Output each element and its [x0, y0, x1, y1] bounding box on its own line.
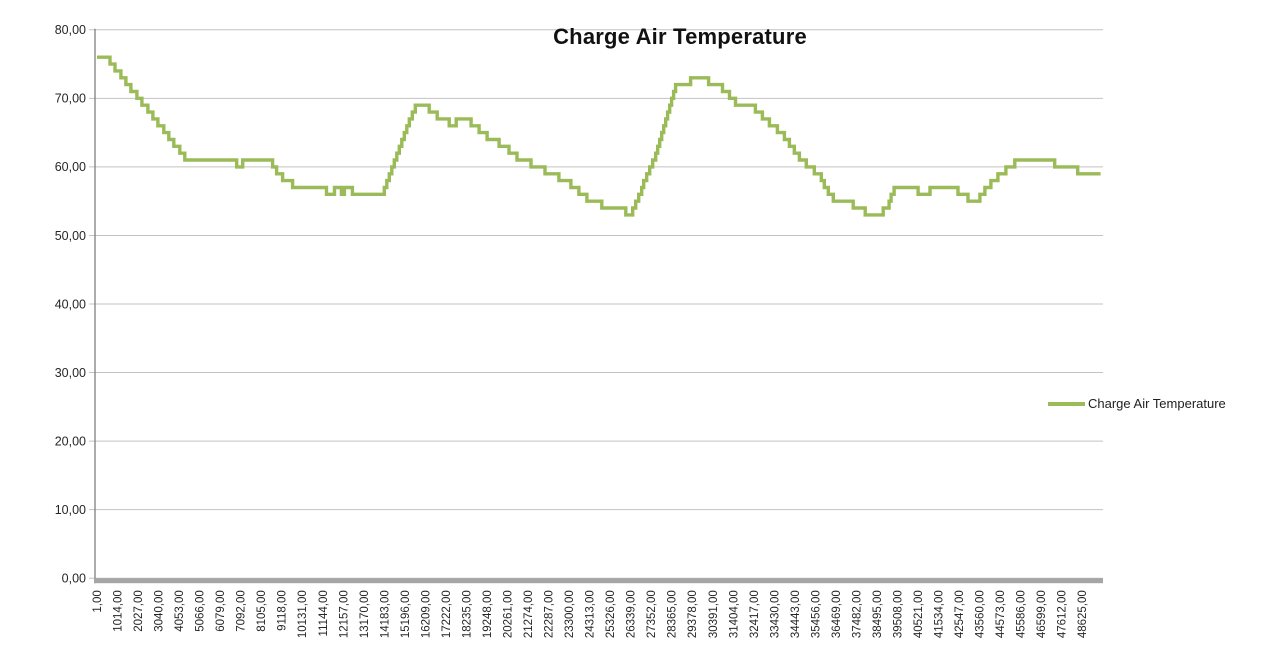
x-tick-label: 29378,00 — [687, 590, 699, 638]
x-tick-label: 20261,00 — [503, 590, 515, 638]
x-tick-label: 27352,00 — [646, 590, 658, 638]
x-tick-label: 41534,00 — [934, 590, 946, 638]
x-tick-label: 38495,00 — [872, 590, 884, 638]
x-tick-label: 40521,00 — [913, 590, 925, 638]
x-tick-label: 23300,00 — [564, 590, 576, 638]
x-tick-label: 18235,00 — [461, 590, 473, 638]
x-tick-label: 1014,00 — [113, 590, 125, 632]
x-tick-label: 22287,00 — [544, 590, 556, 638]
x-tick-label: 8105,00 — [256, 590, 268, 632]
y-tick-label: 70,00 — [55, 92, 86, 106]
x-tick-label: 32417,00 — [749, 590, 761, 638]
y-tick-label: 20,00 — [55, 434, 86, 448]
legend: Charge Air Temperature — [1048, 396, 1226, 411]
x-tick-label: 34443,00 — [790, 590, 802, 638]
x-tick-label: 47612,00 — [1057, 590, 1069, 638]
x-tick-label: 39508,00 — [893, 590, 905, 638]
x-tick-label: 17222,00 — [441, 590, 453, 638]
x-tick-label: 19248,00 — [482, 590, 494, 638]
y-tick-label: 0,00 — [62, 572, 86, 586]
x-tick-label: 6079,00 — [215, 590, 227, 632]
x-tick-label: 15196,00 — [400, 590, 412, 638]
y-tick-label: 40,00 — [55, 297, 86, 311]
x-tick-label: 33430,00 — [769, 590, 781, 638]
x-tick-label: 13170,00 — [359, 590, 371, 638]
x-tick-label: 7092,00 — [236, 590, 248, 632]
x-tick-label: 35456,00 — [810, 590, 822, 638]
x-tick-label: 36469,00 — [831, 590, 843, 638]
x-tick-label: 44573,00 — [995, 590, 1007, 638]
x-tick-label: 4053,00 — [174, 590, 186, 632]
x-tick-label: 24313,00 — [585, 590, 597, 638]
x-tick-label: 28365,00 — [667, 590, 679, 638]
x-tick-label: 3040,00 — [154, 590, 166, 632]
x-tick-label: 31404,00 — [728, 590, 740, 638]
x-axis-bar — [94, 578, 1103, 584]
x-tick-label: 5066,00 — [195, 590, 207, 632]
x-tick-label: 1,00 — [92, 590, 104, 612]
x-tick-label: 25326,00 — [605, 590, 617, 638]
x-tick-label: 11144,00 — [318, 590, 330, 636]
x-tick-label: 9118,00 — [277, 590, 289, 631]
x-tick-label: 43560,00 — [975, 590, 987, 638]
x-tick-label: 21274,00 — [523, 590, 535, 638]
x-tick-label: 12157,00 — [338, 590, 350, 638]
x-tick-label: 42547,00 — [954, 590, 966, 638]
x-tick-label: 14183,00 — [379, 590, 391, 638]
legend-label: Charge Air Temperature — [1088, 396, 1226, 411]
x-tick-label: 46599,00 — [1036, 590, 1048, 638]
x-tick-label: 16209,00 — [420, 590, 432, 638]
x-tick-label: 45586,00 — [1016, 590, 1028, 638]
x-tick-label: 37482,00 — [851, 590, 863, 638]
chart-title: Charge Air Temperature — [553, 24, 807, 49]
y-tick-label: 10,00 — [55, 503, 86, 517]
y-tick-label: 80,00 — [55, 23, 86, 37]
legend-line-swatch — [1048, 401, 1085, 406]
x-tick-label: 48625,00 — [1077, 590, 1089, 638]
y-tick-label: 50,00 — [55, 229, 86, 243]
x-tick-label: 30391,00 — [708, 590, 720, 638]
x-tick-label: 26339,00 — [626, 590, 638, 638]
y-tick-label: 30,00 — [55, 366, 86, 380]
series-line — [97, 55, 1101, 217]
x-tick-label: 10131,00 — [297, 590, 309, 638]
x-tick-label: 2027,00 — [133, 590, 145, 632]
y-tick-label: 60,00 — [55, 160, 86, 174]
